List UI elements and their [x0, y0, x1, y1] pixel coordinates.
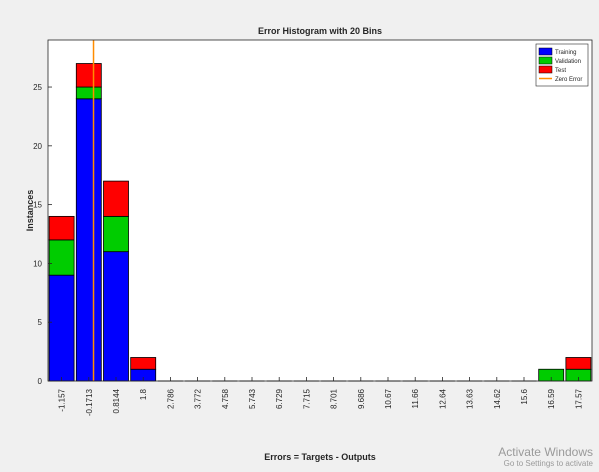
x-tick-label-16: 14.62: [493, 388, 502, 409]
y-axis-label: Instances: [25, 190, 35, 232]
bar-validation-1: [75, 86, 102, 100]
bar-test-0: [48, 215, 75, 241]
y-tick-label-15: 15: [33, 201, 42, 210]
bar-validation-2: [103, 215, 129, 253]
plot-frame: [47, 39, 593, 382]
x-tick-label-11: 9.686: [357, 388, 366, 409]
watermark-line2: Go to Settings to activate: [503, 459, 593, 468]
y-tick-label-25: 25: [33, 83, 42, 92]
y-tick-label-0: 0: [38, 377, 43, 386]
bar-training-1: [75, 98, 102, 382]
x-tick-label-19: 17.57: [574, 388, 583, 409]
x-tick-label-15: 13.63: [466, 388, 475, 409]
legend-swatch-test: [538, 65, 553, 74]
bar-training-2: [103, 251, 129, 382]
legend-label-validation: Validation: [555, 59, 581, 65]
legend-label-test: Test: [555, 68, 566, 74]
x-tick-label-3: 1.8: [139, 388, 148, 400]
x-tick-label-13: 11.66: [411, 388, 420, 408]
y-tick-label-10: 10: [33, 259, 42, 268]
bar-test-1: [75, 63, 102, 88]
y-tick-label-5: 5: [38, 318, 43, 327]
bar-test-2: [103, 180, 129, 217]
legend-swatch-validation: [538, 56, 553, 65]
chart-title: Error Histogram with 20 Bins: [258, 26, 382, 36]
plot-area: [48, 40, 592, 381]
x-tick-label-0: -1.157: [58, 388, 67, 411]
x-axis-label: Errors = Targets - Outputs: [264, 452, 376, 462]
activate-windows-watermark: Activate Windows Go to Settings to activ…: [498, 445, 593, 468]
x-tick-label-6: 4.758: [221, 388, 230, 409]
legend-swatch-training: [538, 47, 553, 56]
bar-test-3: [130, 357, 157, 370]
legend-label-training: Training: [555, 50, 576, 56]
x-tick-label-1: -0.1713: [85, 388, 94, 416]
x-tick-label-9: 7.715: [302, 388, 311, 409]
x-tick-label-12: 10.67: [384, 388, 393, 409]
bar-test-19: [565, 357, 592, 370]
x-tick-label-17: 15.6: [520, 388, 529, 404]
ticks-group: 0 5 10 15 20 25 -1.157 -0.1713 0.8144 1.8 2.786 3.7…: [33, 83, 583, 416]
x-tick-label-18: 16.59: [547, 388, 556, 409]
x-tick-label-2: 0.8144: [112, 388, 121, 413]
bar-validation-0: [48, 239, 75, 276]
x-tick-label-8: 6.729: [275, 388, 284, 409]
bar-training-0: [48, 274, 75, 382]
x-tick-label-14: 12.64: [438, 388, 447, 409]
x-tick-label-7: 5.743: [248, 388, 257, 409]
x-tick-label-4: 2.786: [166, 388, 175, 409]
watermark-line1: Activate Windows: [498, 445, 593, 459]
legend-label-zero-error: Zero Error: [555, 77, 582, 83]
legend: Training Validation Test Zero Error: [535, 43, 589, 87]
x-tick-label-10: 8.701: [330, 388, 339, 409]
x-tick-label-5: 3.772: [194, 388, 203, 409]
y-tick-label-20: 20: [33, 142, 42, 151]
bars-group: [48, 63, 592, 382]
